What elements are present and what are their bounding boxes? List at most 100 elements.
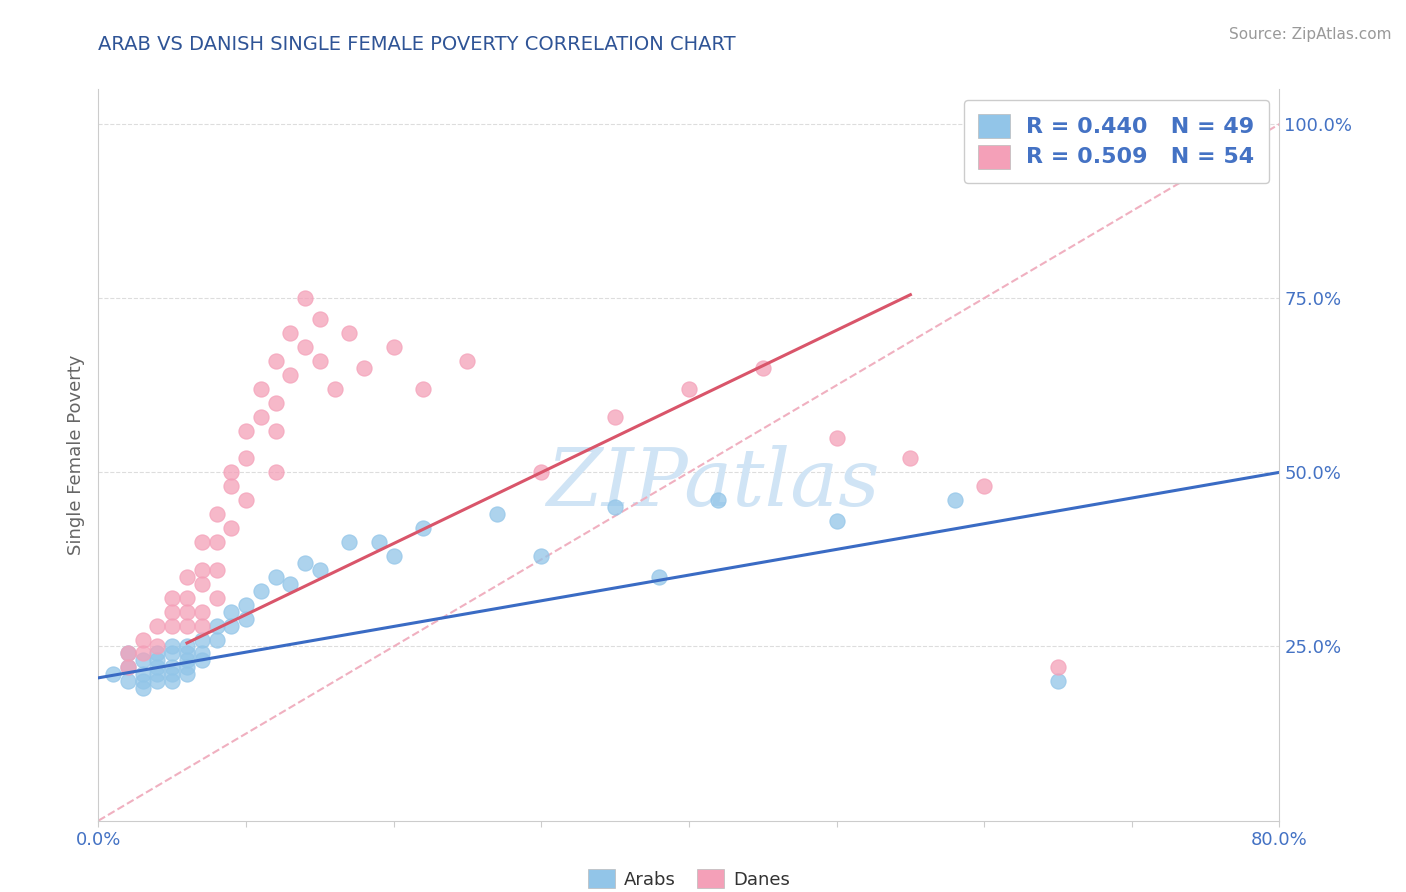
Point (205, 535, 228, 549)
Point (162, 647, 183, 661)
Point (278, 326, 302, 340)
Point (205, 591, 228, 605)
Point (176, 618, 198, 632)
Point (191, 653, 214, 667)
Point (176, 667, 198, 681)
Point (176, 605, 198, 619)
Point (132, 681, 155, 696)
Point (339, 535, 360, 549)
Point (176, 570, 198, 584)
Point (191, 563, 214, 577)
Point (825, 430, 848, 444)
Point (205, 507, 228, 521)
Point (751, 360, 773, 375)
Point (117, 674, 139, 689)
Point (368, 535, 391, 549)
Point (176, 660, 198, 674)
Point (973, 479, 995, 493)
Point (264, 354, 287, 368)
Point (382, 549, 405, 563)
Point (162, 667, 183, 681)
Point (309, 354, 332, 368)
Point (117, 647, 139, 661)
Point (132, 674, 155, 689)
Legend: Arabs, Danes: Arabs, Danes (581, 862, 797, 892)
Point (250, 409, 273, 424)
Point (235, 612, 257, 626)
Point (162, 605, 183, 619)
Point (219, 605, 242, 619)
Point (205, 632, 228, 647)
Point (943, 493, 966, 508)
Point (146, 618, 169, 632)
Point (486, 507, 509, 521)
Point (353, 360, 375, 375)
Point (323, 382, 346, 396)
Point (219, 466, 242, 480)
Point (294, 340, 316, 354)
Point (162, 674, 183, 689)
Point (235, 451, 257, 466)
Point (219, 479, 242, 493)
Point (132, 667, 155, 681)
Point (117, 660, 139, 674)
Point (605, 500, 627, 515)
Point (191, 535, 214, 549)
Point (264, 570, 287, 584)
Point (309, 563, 332, 577)
Point (132, 632, 155, 647)
Point (294, 556, 316, 570)
Point (235, 598, 257, 612)
Point (191, 618, 214, 632)
Point (250, 583, 273, 598)
Point (146, 674, 169, 689)
Point (235, 493, 257, 508)
Point (117, 660, 139, 674)
Point (278, 368, 302, 382)
Point (530, 466, 553, 480)
Point (1046, 660, 1069, 674)
Point (339, 326, 360, 340)
Point (278, 576, 302, 591)
Point (162, 660, 183, 674)
Point (264, 424, 287, 438)
Point (250, 382, 273, 396)
Text: ARAB VS DANISH SINGLE FEMALE POVERTY CORRELATION CHART: ARAB VS DANISH SINGLE FEMALE POVERTY COR… (98, 35, 737, 54)
Point (162, 640, 183, 654)
Point (146, 647, 169, 661)
Point (294, 291, 316, 305)
Point (205, 563, 228, 577)
Text: ZIPatlas: ZIPatlas (546, 445, 879, 523)
Point (176, 653, 198, 667)
Point (530, 549, 553, 563)
Point (146, 653, 169, 667)
Y-axis label: Single Female Poverty: Single Female Poverty (66, 355, 84, 555)
Point (412, 382, 434, 396)
Point (176, 647, 198, 661)
Point (825, 514, 848, 528)
Point (456, 354, 478, 368)
Point (191, 647, 214, 661)
Point (132, 653, 155, 667)
Point (162, 591, 183, 605)
Point (678, 382, 700, 396)
Point (412, 521, 434, 535)
Text: Source: ZipAtlas.com: Source: ZipAtlas.com (1229, 27, 1392, 42)
Point (219, 618, 242, 632)
Point (382, 340, 405, 354)
Point (1046, 674, 1069, 689)
Point (146, 667, 169, 681)
Point (162, 618, 183, 632)
Point (309, 312, 332, 326)
Point (219, 521, 242, 535)
Point (264, 466, 287, 480)
Point (146, 640, 169, 654)
Point (264, 395, 287, 409)
Point (191, 632, 214, 647)
Point (191, 576, 214, 591)
Point (103, 667, 125, 681)
Point (648, 570, 671, 584)
Point (191, 605, 214, 619)
Point (235, 424, 257, 438)
Point (205, 618, 228, 632)
